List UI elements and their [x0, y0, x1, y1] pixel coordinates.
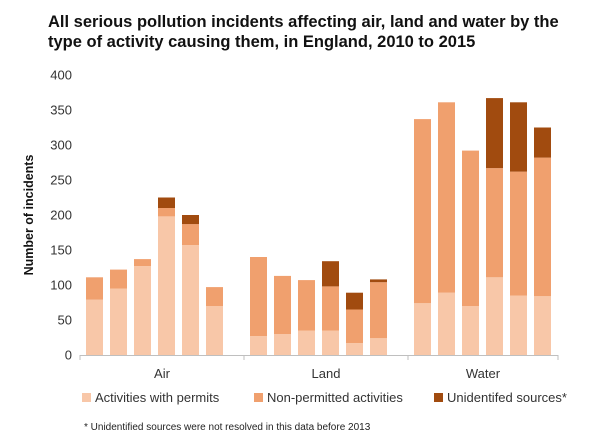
bar-water-4-permits	[486, 277, 503, 355]
y-tick-label: 300	[50, 138, 72, 153]
bar-air-6-non-permitted	[206, 287, 223, 306]
bar-air-4-unidentified	[158, 197, 175, 208]
bar-air-3-non-permitted	[134, 259, 151, 267]
y-tick-label: 250	[50, 173, 72, 188]
bar-water-5-non-permitted	[510, 171, 527, 296]
legend-item-non-permitted: Non-permitted activities	[254, 390, 403, 405]
bar-land-3-non-permitted	[298, 280, 315, 331]
bar-land-5-unidentified	[346, 292, 363, 310]
bar-air-5-unidentified	[182, 215, 199, 225]
bar-air-1-permits	[86, 299, 103, 355]
legend-label-permits: Activities with permits	[95, 390, 220, 405]
bar-land-1-non-permitted	[250, 257, 267, 337]
legend-swatch-unidentified	[434, 393, 443, 402]
bar-air-2-permits	[110, 288, 127, 355]
bar-land-2-permits	[274, 334, 291, 355]
bar-land-6-non-permitted	[370, 282, 387, 339]
bar-air-5-non-permitted	[182, 224, 199, 246]
bar-water-6-non-permitted	[534, 157, 551, 297]
bar-land-4-permits	[322, 330, 339, 355]
chart-title: All serious pollution incidents affectin…	[48, 13, 559, 51]
legend-item-permits: Activities with permits	[82, 390, 219, 405]
y-tick-label: 0	[65, 348, 72, 363]
bar-land-1-permits	[250, 336, 267, 355]
bar-air-5-permits	[182, 245, 199, 355]
x-axis: Air Land Water	[79, 355, 559, 381]
y-tick-label: 400	[50, 68, 72, 83]
bar-water-3-permits	[462, 306, 479, 355]
bar-air-4-non-permitted	[158, 208, 175, 217]
bar-water-4-non-permitted	[486, 168, 503, 278]
bar-water-1-permits	[414, 303, 431, 355]
y-tick-label: 150	[50, 243, 72, 258]
bar-land-6-permits	[370, 338, 387, 355]
footnote: * Unidentified sources were not resolved…	[84, 422, 371, 433]
bar-water-3-non-permitted	[462, 150, 479, 306]
bar-air-2-non-permitted	[110, 269, 127, 289]
y-tick-label: 200	[50, 208, 72, 223]
bar-water-6-unidentified	[534, 127, 551, 158]
y-tick-label: 350	[50, 103, 72, 118]
bar-land-5-permits	[346, 343, 363, 355]
bar-land-6-unidentified	[370, 279, 387, 283]
legend-swatch-non-permitted	[254, 393, 263, 402]
bar-air-1-non-permitted	[86, 277, 103, 300]
legend-item-unidentified: Unidentifed sources*	[434, 390, 567, 405]
y-axis-label: Number of incidents	[22, 155, 36, 276]
bar-air-3-permits	[134, 266, 151, 355]
x-category-label-water: Water	[466, 366, 501, 381]
bar-water-2-permits	[438, 292, 455, 355]
bar-water-6-permits	[534, 296, 551, 355]
bar-land-3-permits	[298, 330, 315, 355]
legend-label-unidentified: Unidentifed sources*	[447, 390, 567, 405]
bar-land-4-unidentified	[322, 261, 339, 287]
bar-water-5-permits	[510, 295, 527, 355]
bar-land-4-non-permitted	[322, 286, 339, 331]
legend-swatch-permits	[82, 393, 91, 402]
y-tick-label: 50	[58, 313, 72, 328]
y-axis-ticks: 0 50 100 150 200 250 300 350 400	[50, 68, 72, 363]
legend: Activities with permits Non-permitted ac…	[82, 390, 592, 408]
bars	[86, 98, 551, 355]
bar-land-5-non-permitted	[346, 309, 363, 344]
bar-water-5-unidentified	[510, 102, 527, 172]
bar-land-2-non-permitted	[274, 275, 291, 334]
bar-water-4-unidentified	[486, 98, 503, 169]
bar-water-2-non-permitted	[438, 102, 455, 293]
x-category-label-air: Air	[154, 366, 171, 381]
bar-air-6-permits	[206, 306, 223, 355]
x-category-label-land: Land	[312, 366, 341, 381]
bar-water-1-non-permitted	[414, 119, 431, 304]
y-tick-label: 100	[50, 278, 72, 293]
legend-label-non-permitted: Non-permitted activities	[267, 390, 403, 405]
bar-air-4-permits	[158, 216, 175, 355]
